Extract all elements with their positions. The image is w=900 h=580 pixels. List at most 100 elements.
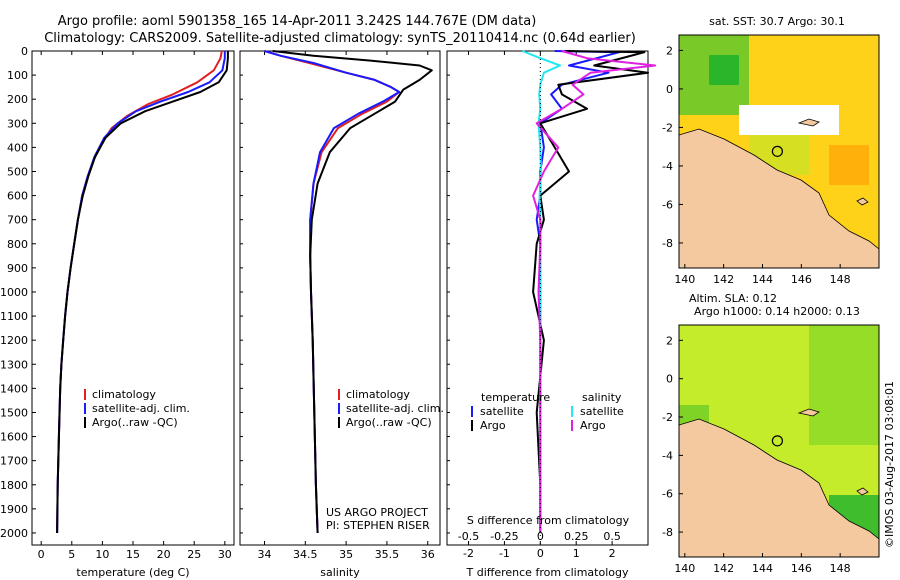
legend-label: satellite-adj. clim. xyxy=(92,402,190,415)
series-line-temperature-argo xyxy=(532,50,649,533)
y-tick-label: 0 xyxy=(21,45,28,58)
island xyxy=(856,487,869,496)
x-tick-label: 144 xyxy=(752,273,773,286)
y-tick-label: -6 xyxy=(662,198,673,211)
y-tick-label: -8 xyxy=(662,237,673,250)
legend-header-temperature: temperature xyxy=(481,391,550,404)
y-tick-label: 500 xyxy=(7,165,28,178)
temperature-profile-panel: 0100200300400500600700800900100011001200… xyxy=(0,45,235,579)
sst-hot-patch xyxy=(829,145,869,185)
x-tick-label: 140 xyxy=(674,273,695,286)
y-tick-label: -4 xyxy=(662,160,673,173)
island xyxy=(856,197,869,206)
x2-tick-label: 0.25 xyxy=(564,530,589,543)
plot-frame xyxy=(446,50,649,546)
legend-label: Argo xyxy=(580,419,606,432)
sst-missing-data xyxy=(739,105,839,135)
project-annotation: US ARGO PROJECT xyxy=(326,506,428,519)
y-tick-label: 700 xyxy=(7,214,28,227)
y-tick-label: -8 xyxy=(662,526,673,539)
y-tick-label: 1700 xyxy=(0,455,28,468)
y-tick-label: 1600 xyxy=(0,431,28,444)
x-tick-label: 34.5 xyxy=(293,548,318,561)
x-tick-label: 35 xyxy=(339,548,353,561)
x-tick-label: 35.5 xyxy=(375,548,400,561)
x-axis-label: temperature (deg C) xyxy=(76,566,189,579)
map-field xyxy=(679,35,879,268)
y-tick-label: -4 xyxy=(662,449,673,462)
y-tick-label: 1000 xyxy=(0,286,28,299)
x-axis-label: salinity xyxy=(320,566,360,579)
x2-tick-label: 0 xyxy=(537,530,544,543)
figure-title-line2: Climatology: CARS2009. Satellite-adjuste… xyxy=(44,31,636,46)
x-tick-label: 10 xyxy=(95,548,109,561)
y-tick-label: 200 xyxy=(7,93,28,106)
x-tick-label: 36 xyxy=(421,548,435,561)
x2-tick-label: 0.5 xyxy=(603,530,621,543)
y-tick-label: -2 xyxy=(662,121,673,134)
difference-profile-panel: -2 -1 0 1 2 T difference from climatology -0.5… xyxy=(446,50,657,579)
y-tick-label: 1800 xyxy=(0,479,28,492)
x-tick-label: 144 xyxy=(752,562,773,575)
x-tick-label: 0 xyxy=(38,548,45,561)
sla-title: Altim. SLA: 0.12 xyxy=(689,292,777,305)
y-tick-label: 100 xyxy=(7,69,28,82)
x-tick-label: 30 xyxy=(218,548,232,561)
figure-title-line1: Argo profile: aoml 5901358_165 14-Apr-20… xyxy=(58,14,537,29)
x-tick-label: 146 xyxy=(791,562,812,575)
y-tick-label: -6 xyxy=(662,488,673,501)
legend-header-salinity: salinity xyxy=(582,391,622,404)
y-tick-label: 1400 xyxy=(0,382,28,395)
x-tick-label: 34 xyxy=(257,548,271,561)
legend-label: satellite xyxy=(580,405,624,418)
x-tick-label: 148 xyxy=(830,273,851,286)
argo-position-marker xyxy=(771,435,783,447)
y-tick-label: 1200 xyxy=(0,334,28,347)
y-tick-label: -2 xyxy=(662,411,673,424)
x-axis-label: T difference from climatology xyxy=(466,566,629,579)
y-tick-label: 0 xyxy=(666,373,673,386)
legend-label: Argo(..raw -QC) xyxy=(92,416,178,429)
y-tick-label: 2000 xyxy=(0,527,28,540)
series-line-salinity-argo xyxy=(532,50,657,533)
x-tick-label: 15 xyxy=(126,548,140,561)
x-tick-label: 2 xyxy=(609,547,616,560)
series-line-argo-raw-qc- xyxy=(56,51,229,534)
x-tick-label: 140 xyxy=(674,562,695,575)
sst-cool-core xyxy=(709,55,739,85)
sst-title: sat. SST: 30.7 Argo: 30.1 xyxy=(709,15,845,28)
y-tick-label: 900 xyxy=(7,262,28,275)
y-tick-label: 1900 xyxy=(0,503,28,516)
land-mass xyxy=(679,128,879,268)
imos-watermark: ©IMOS 03-Aug-2017 03:08:01 xyxy=(883,381,896,548)
x-tick-label: 148 xyxy=(830,562,851,575)
series-line-argo-raw-qc- xyxy=(272,50,433,534)
legend-label: satellite-adj. clim. xyxy=(346,402,444,415)
sst-map-panel: sat. SST: 30.7 Argo: 30.1 2 0 -2 -4 -6 -8 140 14… xyxy=(662,15,880,286)
x2-tick-label: -0.25 xyxy=(490,530,518,543)
sla-high-patch xyxy=(809,325,879,445)
legend-label: climatology xyxy=(92,388,156,401)
x-tick-label: 1 xyxy=(573,547,580,560)
y-tick-label: 300 xyxy=(7,117,28,130)
legend-label: Argo(..raw -QC) xyxy=(346,416,432,429)
y-tick-label: 800 xyxy=(7,238,28,251)
x-tick-label: 142 xyxy=(713,273,734,286)
y-tick-label: 400 xyxy=(7,141,28,154)
y-tick-label: 1300 xyxy=(0,358,28,371)
plot-frame xyxy=(31,50,235,546)
x-tick-label: 0 xyxy=(537,547,544,560)
x2-axis-label: S difference from climatology xyxy=(467,514,630,527)
sla-subtitle: Argo h1000: 0.14 h2000: 0.13 xyxy=(694,305,860,318)
x-tick-label: 146 xyxy=(791,273,812,286)
map-frame xyxy=(678,34,880,269)
legend-label: satellite xyxy=(480,405,524,418)
y-tick-label: 1100 xyxy=(0,310,28,323)
plot-frame xyxy=(239,50,441,546)
x-tick-label: -1 xyxy=(499,547,510,560)
island xyxy=(797,118,820,127)
y-tick-label: 2 xyxy=(666,44,673,57)
y-tick-label: 600 xyxy=(7,190,28,203)
